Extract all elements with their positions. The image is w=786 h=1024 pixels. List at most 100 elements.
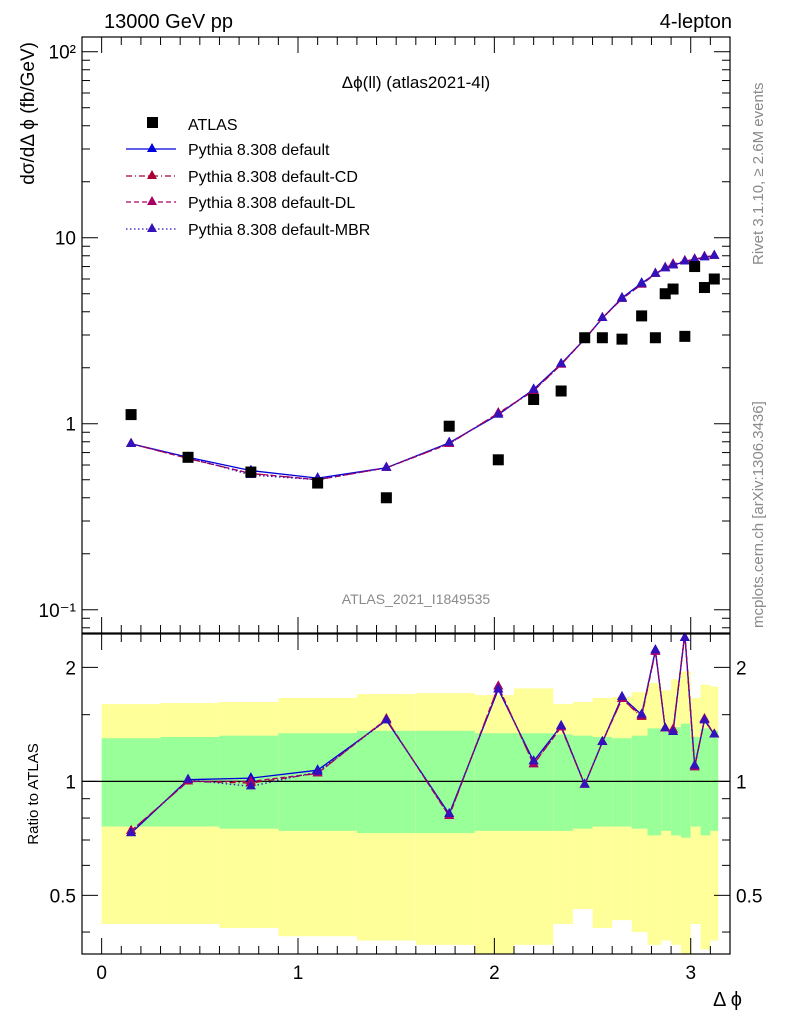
ratio-point-pythia-8-308-default-mbr [650,644,661,654]
main-point-atlas [555,385,567,397]
ratio-point-pythia-8-308-default-mbr [126,827,137,837]
ratio-point-pythia-8-308-default-dl [245,775,256,785]
main-y-axis-label: dσ/dΔ ϕ (fb/GeV) [18,42,39,185]
ratio-tick-label-left: 0.5 [50,886,76,907]
ratio-tick-label-right: 0.5 [736,886,762,907]
process-label: 4-lepton [660,11,732,33]
analysis-watermark: ATLAS_2021_I1849535 [342,591,491,607]
ratio-panel: 0.5 0.5 1 1 2 2 Ratio to ATLAS [25,632,762,955]
main-point-atlas [596,332,608,344]
main-point-atlas [698,282,710,294]
main-panel: 10⁻¹ 1 10 10² Δϕ(ll) (atlas2021-4l) ATLAS_2… [18,36,731,634]
legend-marker-dl [147,196,157,205]
legend-marker-cd [147,170,157,179]
x-axis: 0 1 2 3 [96,37,731,984]
ratio-point-pythia-8-308-default-mbr [312,765,323,775]
main-point-atlas [312,477,324,489]
ratio-point-pythia-8-308-default-mbr [493,683,504,693]
main-point-atlas [182,451,194,463]
main-series-lines [130,255,715,481]
ratio-point-pythia-8-308-default-mbr [556,720,567,730]
main-point-pythia-8-308-default-mbr [650,267,661,277]
main-line-pythia-8-308-default-mbr [130,255,715,481]
inner-band-bin [680,723,691,838]
main-point-pythia-8-308-default-mbr [126,437,137,447]
y-tick-label: 1 [65,415,76,436]
main-point-pythia-8-308-default-mbr [679,255,690,265]
inner-band-bin [553,734,573,831]
inner-band-bin [474,733,514,831]
rivet-label: Rivet 3.1.10, ≥ 2.6M events [750,83,767,266]
ratio-point-pythia-8-308-default-mbr [528,755,539,765]
main-point-pythia-8-308-default-mbr [528,383,539,393]
main-point-pythia-8-308-default-mbr [699,251,710,261]
main-point-atlas [667,283,679,295]
main-point-pythia-8-308-default-mbr [660,262,671,272]
main-point-atlas [708,273,720,285]
main-point-atlas [659,288,671,300]
legend-label-atlas: ATLAS [188,117,238,134]
legend-label-dl: Pythia 8.308 default-DL [188,195,355,212]
ratio-tick-label-left: 1 [65,772,76,793]
y-tick-label: 10 [55,229,76,250]
ratio-y-axis-label: Ratio to ATLAS [25,743,42,844]
main-point-atlas [579,332,591,344]
energy-label: 13000 GeV pp [104,11,233,33]
x-tick-label: 3 [685,963,696,984]
main-point-atlas [616,333,628,345]
legend-label-cd: Pythia 8.308 default-CD [188,169,358,186]
ratio-tick-label-right: 2 [736,658,747,679]
x-tick-label: 1 [293,963,304,984]
ratio-point-pythia-8-308-default-mbr [699,714,710,724]
main-point-atlas [636,310,648,322]
main-point-atlas [679,330,691,342]
main-line-pythia-8-308-default-cd [130,255,715,481]
main-point-atlas [125,409,137,421]
inner-band-bin [101,738,161,827]
main-frame [81,36,731,634]
inner-band-bin [514,733,554,831]
inner-band-bin [278,733,357,831]
main-series-markers [125,249,720,504]
main-point-pythia-8-308-default-mbr [493,408,504,418]
main-point-pythia-8-308-default-mbr [556,357,567,367]
inner-band-bin [631,735,648,829]
main-point-atlas [689,261,701,273]
x-axis-label: Δ ϕ [713,989,742,1011]
mcplots-label: mcplots.cern.ch [arXiv:1306.3436] [750,401,767,628]
main-point-pythia-8-308-default-mbr [597,312,608,322]
ratio-point-pythia-8-308-default-mbr [183,773,194,783]
ratio-tick-label-right: 1 [736,772,747,793]
ratio-point-pythia-8-308-default-mbr [668,726,679,736]
ratio-frame [81,633,731,955]
ratio-point-pythia-8-308-default-mbr [597,736,608,746]
inner-band-bin [612,738,632,827]
main-point-pythia-8-308-default-mbr [709,249,720,259]
legend-label-default: Pythia 8.308 default [188,142,330,159]
ratio-series-lines [130,633,715,834]
legend-marker-atlas [147,117,158,128]
main-point-atlas [492,454,504,466]
ratio-point-pythia-8-308-default-mbr [444,807,455,817]
ratio-point-pythia-8-308-default-mbr [689,759,700,769]
main-point-pythia-8-308-default-mbr [689,253,700,263]
ratio-point-pythia-8-308-default-mbr [381,714,392,724]
inner-band-bin [572,735,593,829]
ratio-point-pythia-8-308-default-mbr [709,728,720,738]
ratio-point-pythia-8-308-default-mbr [679,632,690,641]
ratio-tick-label-left: 2 [65,658,76,679]
main-point-atlas [443,420,455,432]
ratio-point-pythia-8-308-default-mbr [245,780,256,790]
legend: ATLAS Pythia 8.308 default Pythia 8.308 … [126,117,370,239]
x-tick-label: 2 [489,963,500,984]
ratio-uncertainty-bands [101,671,719,954]
ratio-point-pythia-8-308-default-mbr [579,778,590,788]
ratio-series-markers [126,632,720,837]
ratio-point-pythia-8-308-default-mbr [617,691,627,701]
main-line-pythia-8-308-default [130,255,715,479]
main-point-atlas [380,492,392,504]
y-tick-label: 10² [49,43,76,64]
main-line-pythia-8-308-default-dl [130,255,715,481]
legend-marker-default [147,143,157,152]
